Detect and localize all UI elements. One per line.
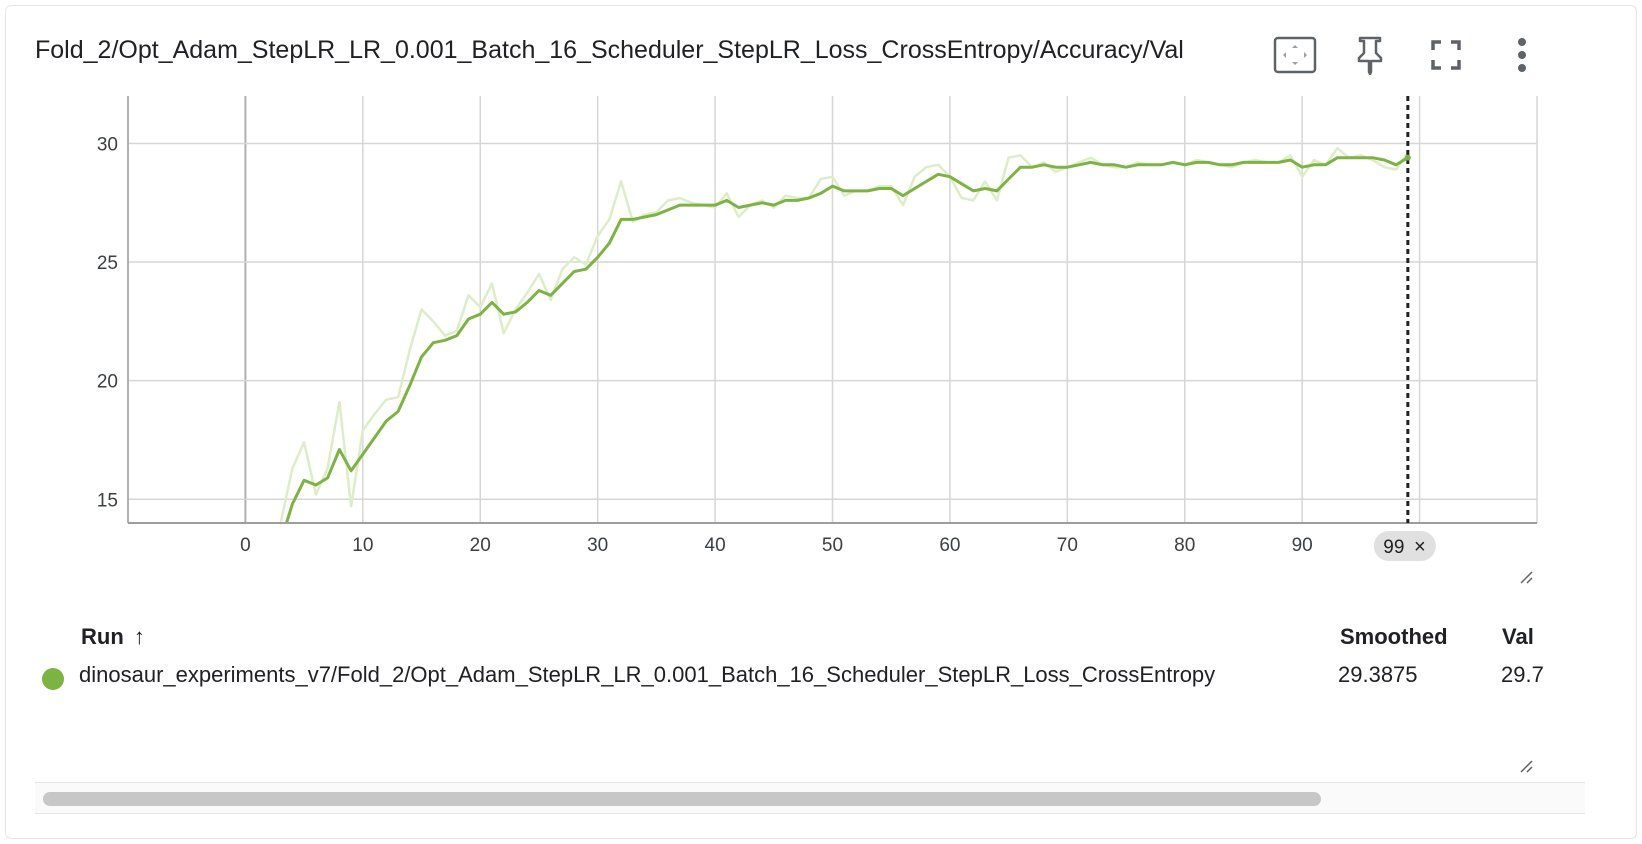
x-tick-label: 60 xyxy=(939,535,960,556)
x-tick-label: 80 xyxy=(1174,535,1195,556)
x-tick-label: 70 xyxy=(1057,535,1078,556)
fit-domain-button[interactable] xyxy=(1272,32,1318,78)
run-column-header[interactable]: Run ↑ xyxy=(81,624,145,650)
scalar-card: Fold_2/Opt_Adam_StepLR_LR_0.001_Batch_16… xyxy=(5,5,1637,839)
cursor-point xyxy=(1404,154,1411,161)
smoothed-series xyxy=(285,156,1409,523)
step-chip-label: 99 xyxy=(1383,537,1404,558)
y-tick-label: 15 xyxy=(97,490,118,511)
x-tick-label: 40 xyxy=(705,535,726,556)
x-tick-label: 30 xyxy=(587,535,608,556)
x-tick-label: 50 xyxy=(822,535,843,556)
y-tick-label: 25 xyxy=(97,253,118,274)
step-chip xyxy=(1373,531,1436,561)
more-vert-icon xyxy=(1518,38,1526,72)
fullscreen-icon xyxy=(1431,40,1461,70)
sort-arrow-icon: ↑ xyxy=(133,624,145,649)
x-tick-label: 20 xyxy=(470,535,491,556)
step-chip-close-icon[interactable]: × xyxy=(1414,536,1426,558)
run-color-swatch xyxy=(42,668,64,690)
chart-grid xyxy=(127,96,1538,523)
pin-icon xyxy=(1357,36,1383,75)
y-tick-label: 30 xyxy=(97,134,118,155)
step-cursor: 99 × xyxy=(1373,96,1436,561)
run-value: 29.7 xyxy=(1501,662,1544,687)
run-smoothed-value: 29.3875 xyxy=(1338,662,1418,687)
x-tick-label: 10 xyxy=(352,535,373,556)
table-resize-handle-icon[interactable] xyxy=(1518,758,1534,774)
pin-button[interactable] xyxy=(1347,32,1393,78)
smoothed-column-header[interactable]: Smoothed xyxy=(1340,624,1448,649)
y-tick-label: 20 xyxy=(97,372,118,393)
raw-line xyxy=(279,146,1409,523)
line-chart[interactable]: 0 10 20 30 40 50 60 70 80 90 15 20 25 30 99 × xyxy=(6,6,1637,606)
resize-handle-icon[interactable] xyxy=(1518,569,1534,585)
more-options-button[interactable] xyxy=(1499,32,1545,78)
x-tick-label: 90 xyxy=(1292,535,1313,556)
chart-axes: 0 10 20 30 40 50 60 70 80 90 15 20 25 30 xyxy=(97,96,1537,556)
fit-domain-icon xyxy=(1273,36,1317,74)
scrollbar-thumb[interactable] xyxy=(43,792,1321,806)
horizontal-scrollbar[interactable] xyxy=(35,782,1585,814)
x-tick-label: 0 xyxy=(240,535,251,556)
run-name: dinosaur_experiments_v7/Fold_2/Opt_Adam_… xyxy=(79,662,1216,687)
fullscreen-button[interactable] xyxy=(1423,32,1469,78)
chart-title: Fold_2/Opt_Adam_StepLR_LR_0.001_Batch_16… xyxy=(35,36,1184,64)
run-header-label: Run xyxy=(81,624,124,649)
value-column-header[interactable]: Val xyxy=(1502,624,1534,649)
raw-series xyxy=(279,146,1409,523)
smoothed-line xyxy=(285,156,1409,523)
